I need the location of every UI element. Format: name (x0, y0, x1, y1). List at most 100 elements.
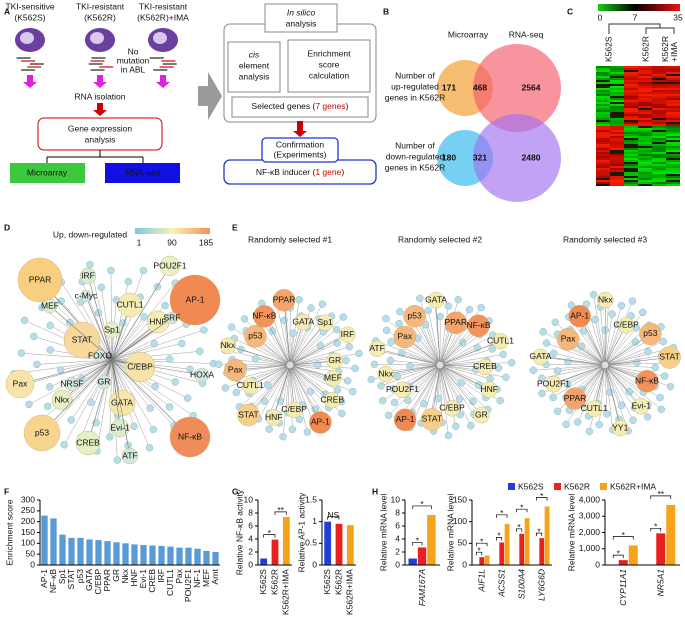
heatmap-cell (624, 78, 638, 80)
network-edge (289, 333, 293, 366)
significance-label: * (268, 528, 272, 538)
heatmap-cell (666, 88, 680, 90)
network-node (390, 398, 399, 407)
x-tick-label: PPAR (102, 569, 112, 592)
heatmap-cell (638, 78, 652, 80)
heatmap-cell (610, 170, 624, 172)
heatmap-cell (610, 114, 624, 116)
node-label: HNF (149, 316, 166, 326)
venn-count: 180 (442, 152, 456, 162)
y-tick-label: 300 (21, 494, 35, 504)
network-edge (85, 295, 113, 361)
network-edge (289, 364, 339, 372)
network-hub-node (427, 291, 445, 309)
venn-caption: down-regulated (386, 151, 445, 161)
network-hub-node (597, 291, 614, 309)
network-hub-node (253, 305, 276, 328)
heatmap-cell (624, 90, 638, 92)
node-label: GATA (425, 294, 447, 304)
heatmap-cell (638, 150, 652, 152)
significance-label: * (500, 508, 504, 518)
network-edge (412, 321, 441, 366)
network-node (486, 375, 494, 383)
heatmap-cell (610, 140, 624, 142)
sample-label: (K562R)+IMA (137, 12, 189, 22)
heatmap-cell (652, 162, 666, 164)
network-edge (439, 364, 443, 423)
node-label: C/EBP (439, 403, 465, 413)
cis-box (227, 41, 281, 93)
heatmap-cell (652, 182, 666, 184)
heatmap-cell (666, 182, 680, 184)
heatmap-cell (596, 78, 610, 80)
network-edge (282, 364, 291, 437)
network-node (288, 425, 297, 434)
heatmap-cell (638, 80, 652, 82)
network-edge (439, 364, 475, 415)
network-node (43, 402, 52, 411)
bar (149, 545, 156, 565)
heatmap-cell (638, 140, 652, 142)
heatmap-cell (596, 164, 610, 166)
heatmap-cell (610, 152, 624, 154)
heatmap-cell (624, 164, 638, 166)
x-tick-label: GR (111, 569, 121, 582)
bar (504, 523, 510, 565)
heatmap-cell (638, 130, 652, 132)
network-hub-node (169, 274, 221, 326)
heatmap-cell (652, 124, 666, 126)
y-tick-label: 0 (248, 559, 253, 569)
y-tick-label: 8 (248, 507, 253, 517)
network-node (436, 312, 444, 321)
heatmap-cell (638, 138, 652, 140)
heatmap-cell (638, 66, 652, 68)
venn-count: 171 (442, 82, 456, 92)
node-label: Evi-1 (110, 422, 130, 432)
network-edge (289, 364, 293, 430)
network-edge (439, 364, 488, 410)
heatmap-cell (610, 172, 624, 174)
venn-large (473, 44, 561, 132)
y-axis-title: Relative AP-1 activity (296, 492, 306, 573)
heatmap-cell (596, 72, 610, 74)
heatmap-cell (652, 76, 666, 78)
network-node (386, 356, 395, 365)
network-edge (595, 319, 606, 366)
heatmap-cell (624, 128, 638, 130)
platform-label: Microarray (27, 167, 68, 177)
bar (158, 545, 165, 565)
bar (131, 544, 138, 565)
heatmap-cell (610, 100, 624, 102)
heatmap-cell (610, 180, 624, 182)
heatmap-cell (638, 178, 652, 180)
significance-bracket (412, 505, 432, 509)
venn-count: 2564 (522, 82, 541, 92)
network-hub-node (79, 289, 93, 303)
network-node (332, 325, 341, 334)
colorbar-tick: 7 (633, 12, 638, 22)
significance-label: * (520, 502, 524, 512)
heatmap-cell (596, 148, 610, 150)
bar (104, 541, 111, 565)
heatmap-cell (638, 180, 652, 182)
heatmap-cell (666, 154, 680, 156)
network-edge (553, 364, 606, 385)
network-node (295, 295, 303, 304)
heatmap-cell (652, 164, 666, 166)
network-node (333, 386, 342, 394)
network-hub-node (476, 358, 494, 376)
heatmap-cell (638, 162, 652, 164)
network-edge (439, 364, 491, 379)
network-hub-node (324, 391, 341, 409)
y-tick-label: 150 (21, 527, 35, 537)
network-node (119, 319, 127, 327)
heatmap-cell (624, 82, 638, 84)
heatmap-column: K562R (640, 36, 650, 62)
heatmap-cell (638, 76, 652, 78)
network-node (421, 321, 430, 329)
heatmap-cell (652, 184, 666, 186)
network-node (617, 301, 626, 310)
heatmap-cell (624, 146, 638, 148)
x-tick-label: POU2F1 (183, 569, 193, 602)
heatmap-cell (624, 168, 638, 170)
